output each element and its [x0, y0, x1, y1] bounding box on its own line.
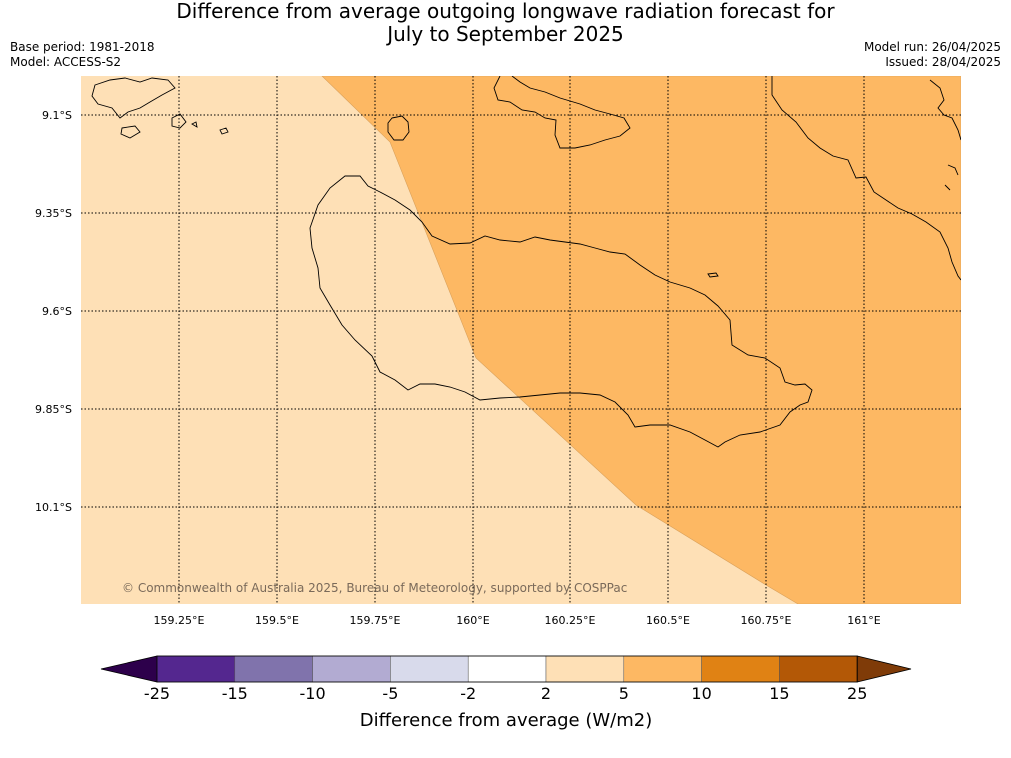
colorbar-segment: [156, 655, 236, 683]
chart-title: Difference from average outgoing longwav…: [0, 0, 1011, 46]
lon-label: 159.5°E: [255, 614, 299, 627]
colorbar-segment: [623, 655, 702, 683]
colorbar-tick-label: 5: [619, 684, 629, 703]
coastline-guadalcanal: [309, 175, 813, 448]
lat-label: 9.1°S: [42, 109, 72, 122]
colorbar-segment: [701, 655, 780, 683]
colorbar-tick-label: -2: [460, 684, 476, 703]
coastline-malaita: [771, 76, 961, 281]
coastline-islet: [707, 272, 719, 278]
colorbar-tick-label: -25: [144, 684, 170, 703]
colorbar-segment: [234, 655, 313, 683]
colorbar-tick-label: 2: [541, 684, 551, 703]
colorbar-tick-label: 15: [769, 684, 789, 703]
coastlines: [91, 76, 961, 448]
lat-label: 9.6°S: [42, 305, 72, 318]
colorbar-tick-label: -15: [222, 684, 248, 703]
lat-label: 9.35°S: [35, 207, 72, 220]
issued-date: Issued: 28/04/2025: [885, 55, 1001, 69]
colorbar-under-arrow: [100, 655, 158, 683]
coastline-malaita-north: [929, 79, 961, 191]
colorbar-segment: [545, 655, 625, 683]
colorbar-tick-label: -5: [382, 684, 398, 703]
copyright-notice: © Commonwealth of Australia 2025, Bureau…: [122, 581, 627, 595]
lon-label: 160°E: [456, 614, 489, 627]
base-period: Base period: 1981-2018: [10, 40, 155, 54]
coastline-russell: [91, 77, 229, 139]
colorbar-title: Difference from average (W/m2): [360, 710, 652, 731]
colorbar-tick-label: 10: [691, 684, 711, 703]
lon-label: 160.5°E: [646, 614, 690, 627]
coastline-nggela: [493, 76, 631, 149]
colorbar-over-arrow: [856, 655, 912, 683]
gridlines: [81, 76, 961, 604]
model-name: Model: ACCESS-S2: [10, 55, 122, 69]
model-run: Model run: 26/04/2025: [863, 40, 1001, 54]
colorbar-segment: [390, 655, 469, 683]
colorbar-frame: [156, 655, 858, 683]
lon-label: 160.75°E: [741, 614, 792, 627]
longitude-labels: 159.25°E 159.5°E 159.75°E 160°E 160.25°E 160.…: [154, 614, 881, 627]
colorbar-segment: [779, 655, 858, 683]
colorbar-segment: [312, 655, 391, 683]
lon-label: 161°E: [847, 614, 880, 627]
coastline-savo: [387, 115, 410, 141]
lon-label: 159.25°E: [154, 614, 205, 627]
title-line-2: July to September 2025: [387, 22, 624, 46]
lat-label: 10.1°S: [35, 501, 72, 514]
colorbar-segment: [467, 655, 547, 683]
map-panel: © Commonwealth of Australia 2025, Bureau…: [81, 76, 961, 604]
lon-label: 159.75°E: [350, 614, 401, 627]
colorbar: -25 -15 -10 -5 -2 2 5 10 15 25: [100, 655, 912, 703]
lon-label: 160.25°E: [545, 614, 596, 627]
meta-right: Model run: 26/04/2025 Issued: 28/04/2025: [864, 40, 1001, 70]
colorbar-tick-label: 25: [847, 684, 867, 703]
meta-left: Base period: 1981-2018 Model: ACCESS-S2: [10, 40, 155, 70]
title-line-1: Difference from average outgoing longwav…: [176, 0, 835, 23]
colorbar-tick-label: -10: [300, 684, 326, 703]
latitude-labels: 9.1°S 9.35°S 9.6°S 9.85°S 10.1°S: [35, 109, 72, 514]
lat-label: 9.85°S: [35, 403, 72, 416]
